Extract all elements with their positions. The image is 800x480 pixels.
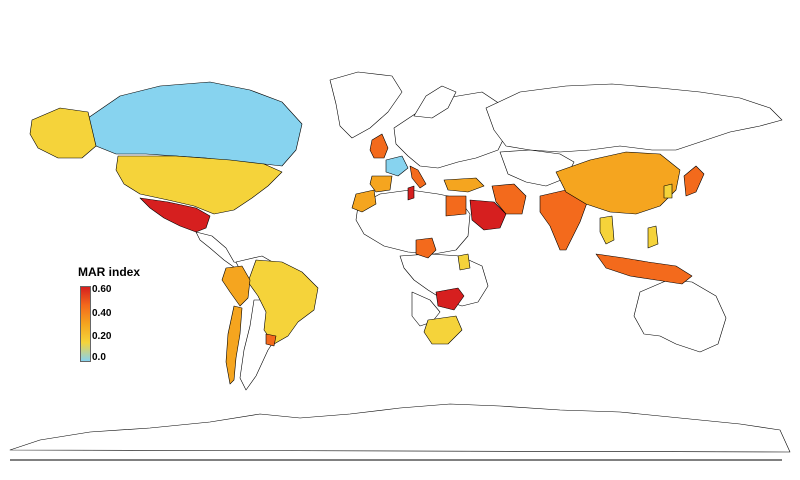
region-iran [491,183,527,215]
scandinavia-shape [413,85,457,119]
australia-shape [633,279,727,353]
region-indonesia [595,253,693,285]
russia-shape [485,83,783,153]
legend-title: MAR index [78,265,141,279]
region-united-kingdom [369,133,389,159]
region-turkey [443,177,485,193]
mar-colored-regions [29,81,705,385]
region-spain [369,175,393,193]
region-nigeria [415,237,437,259]
region-italy [409,165,427,189]
region-korea [663,183,673,199]
region-uruguay [265,333,277,347]
region-france [385,155,409,177]
region-united-states [115,155,283,215]
north-africa-shape [355,189,471,255]
region-peru [221,265,251,307]
region-tunisia [407,185,415,201]
region-zambia [435,287,465,311]
region-egypt [445,195,467,217]
region-kenya [457,253,471,271]
region-chile [225,305,243,385]
region-philippines [647,225,659,249]
region-brazil [247,259,319,345]
europe-shape [393,91,509,169]
legend-tick-020: 0.20 [92,331,112,342]
region-morocco [351,189,377,213]
legend-tick-060: 0.60 [92,284,112,295]
map-legend: MAR index 0.60 0.40 0.20 0.0 [78,265,158,365]
antarctica-shape [9,403,791,453]
legend-tick-00: 0.0 [92,352,106,363]
legend-tick-040: 0.40 [92,308,112,319]
region-mexico [139,197,211,233]
region-alaska [29,107,97,159]
region-thailand [599,215,615,245]
legend-color-bar [80,286,91,362]
greenland-shape [329,71,403,139]
region-south-africa [423,315,463,345]
region-canada [87,81,303,167]
region-saudi-arabia [469,199,507,231]
region-japan [683,165,705,197]
